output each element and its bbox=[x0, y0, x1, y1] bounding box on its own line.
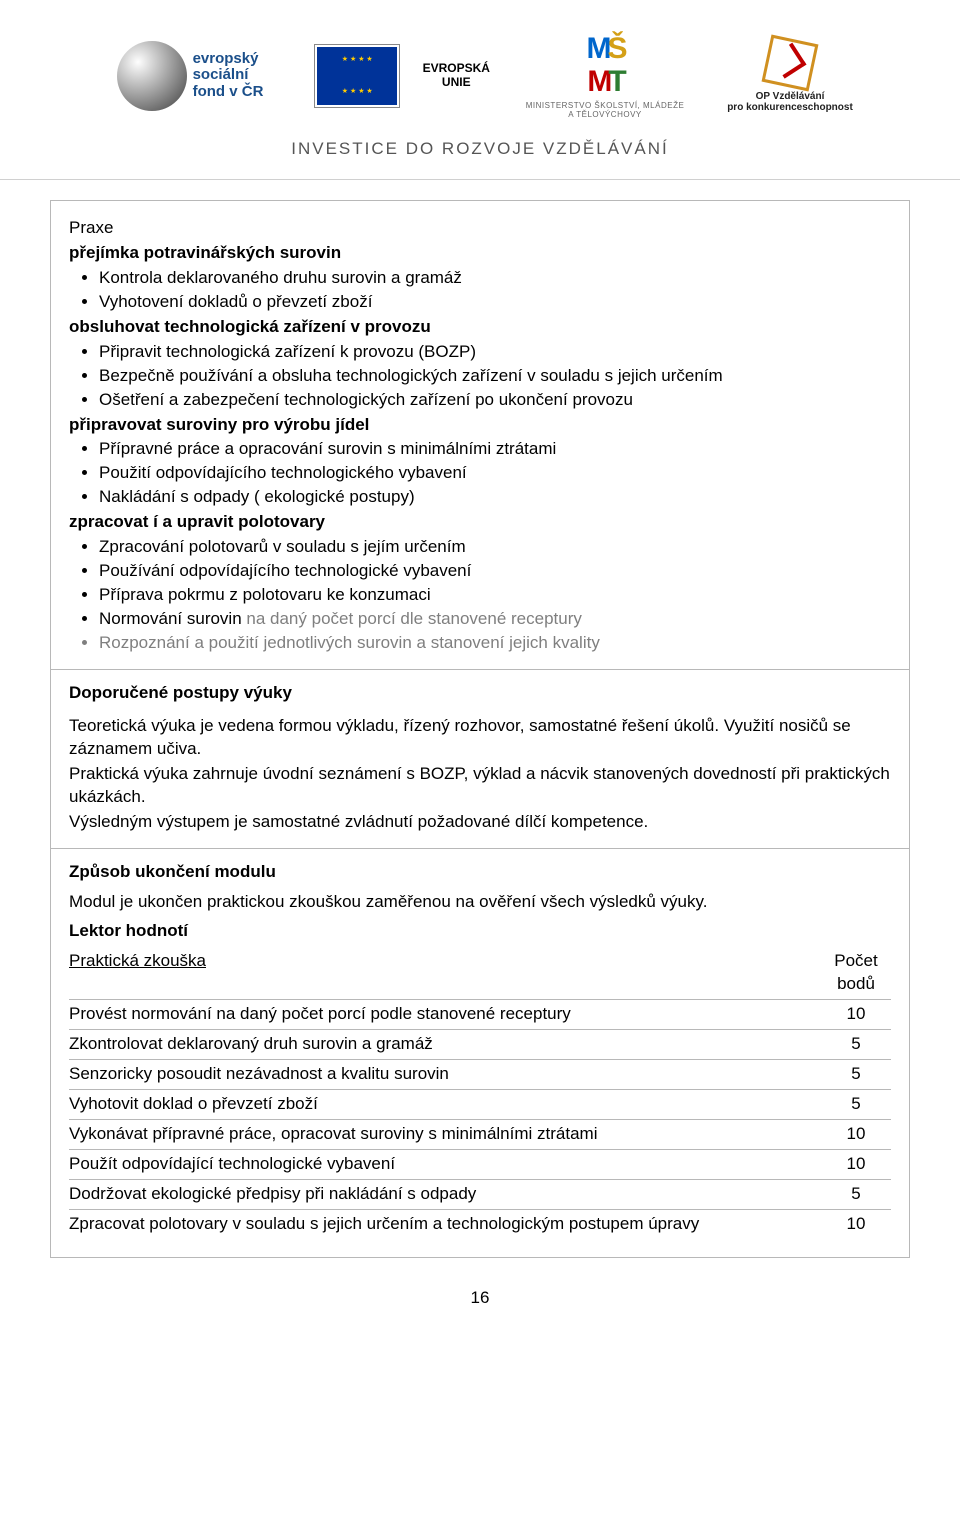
praxe-title: Praxe bbox=[69, 217, 891, 240]
list-item: Nakládání s odpady ( ekologické postupy) bbox=[99, 486, 891, 509]
sub3-list: Přípravné práce a opracování surovin s m… bbox=[69, 438, 891, 509]
opvk-logo: OP Vzdělávání pro konkurenceschopnost bbox=[705, 36, 875, 116]
divider bbox=[51, 848, 909, 849]
sub1-title: přejímka potravinářských surovin bbox=[69, 242, 891, 265]
exam-label: Praktická zkouška bbox=[69, 951, 206, 970]
list-item: Vyhotovení dokladů o převzetí zboží bbox=[99, 291, 891, 314]
sub4-list: Zpracování polotovarů v souladu s jejím … bbox=[69, 536, 891, 655]
table-row: Provést normování na daný počet porcí po… bbox=[69, 1000, 891, 1030]
criterion-text: Senzoricky posoudit nezávadnost a kvalit… bbox=[69, 1060, 821, 1090]
criterion-points: 10 bbox=[821, 1149, 891, 1179]
page-number: 16 bbox=[0, 1288, 960, 1308]
mixed-black: Normování surovin bbox=[99, 609, 246, 628]
methods-p2: Praktická výuka zahrnuje úvodní seznámen… bbox=[69, 763, 891, 809]
eu-logo: EVROPSKÁ UNIE bbox=[315, 36, 505, 116]
criterion-points: 10 bbox=[821, 1209, 891, 1238]
evaluation-table: Praktická zkouška Počet bodů Provést nor… bbox=[69, 947, 891, 1238]
divider bbox=[51, 669, 909, 670]
content-box: Praxe přejímka potravinářských surovin K… bbox=[50, 200, 910, 1258]
points-label-cell: Počet bodů bbox=[821, 947, 891, 999]
criterion-text: Použít odpovídající technologické vybave… bbox=[69, 1149, 821, 1179]
methods-p3: Výsledným výstupem je samostatné zvládnu… bbox=[69, 811, 891, 834]
mixed-grey: na daný počet porcí dle stanovené recept… bbox=[246, 609, 582, 628]
table-row: Zkontrolovat deklarovaný druh surovin a … bbox=[69, 1030, 891, 1060]
header-banner: evropskýsociálnífond v ČR EVROPSKÁ UNIE … bbox=[0, 0, 960, 180]
exam-label-cell: Praktická zkouška bbox=[69, 947, 821, 999]
list-item: Používání odpovídajícího technologické v… bbox=[99, 560, 891, 583]
list-item: Ošetření a zabezpečení technologických z… bbox=[99, 389, 891, 412]
logo-row: evropskýsociálnífond v ČR EVROPSKÁ UNIE … bbox=[85, 21, 875, 131]
sub2-list: Připravit technologická zařízení k provo… bbox=[69, 341, 891, 412]
criterion-points: 10 bbox=[821, 1119, 891, 1149]
esf-logo: evropskýsociálnífond v ČR bbox=[85, 36, 295, 116]
lecturer-label: Lektor hodnotí bbox=[69, 920, 891, 943]
methods-p1: Teoretická výuka je vedena formou výklad… bbox=[69, 715, 891, 761]
msmt-logo: MŠ MT MINISTERSTVO ŠKOLSTVÍ, MLÁDEŽE A T… bbox=[525, 36, 685, 116]
banner-tagline: INVESTICE DO ROZVOJE VZDĚLÁVÁNÍ bbox=[291, 139, 669, 159]
sub2-title: obsluhovat technologická zařízení v prov… bbox=[69, 316, 891, 339]
list-item: Příprava pokrmu z polotovaru ke konzumac… bbox=[99, 584, 891, 607]
criterion-text: Zkontrolovat deklarovaný druh surovin a … bbox=[69, 1030, 821, 1060]
list-item: Bezpečně používání a obsluha technologic… bbox=[99, 365, 891, 388]
table-row: Použít odpovídající technologické vybave… bbox=[69, 1149, 891, 1179]
criterion-points: 10 bbox=[821, 1000, 891, 1030]
page: evropskýsociálnífond v ČR EVROPSKÁ UNIE … bbox=[0, 0, 960, 1348]
table-row: Dodržovat ekologické předpisy při naklád… bbox=[69, 1179, 891, 1209]
criterion-text: Dodržovat ekologické předpisy při naklád… bbox=[69, 1179, 821, 1209]
opvk-logo-text: OP Vzdělávání pro konkurenceschopnost bbox=[727, 91, 853, 113]
list-item-mixed: Normování surovin na daný počet porcí dl… bbox=[99, 608, 891, 631]
methods-title: Doporučené postupy výuky bbox=[69, 682, 891, 705]
criterion-points: 5 bbox=[821, 1179, 891, 1209]
list-item: Zpracování polotovarů v souladu s jejím … bbox=[99, 536, 891, 559]
table-row: Vykonávat přípravné práce, opracovat sur… bbox=[69, 1119, 891, 1149]
msmt-logo-text: MINISTERSTVO ŠKOLSTVÍ, MLÁDEŽE A TĚLOVÝC… bbox=[525, 102, 685, 120]
esf-circle-icon bbox=[117, 41, 187, 111]
list-item: Použití odpovídajícího technologického v… bbox=[99, 462, 891, 485]
table-row: Vyhotovit doklad o převzetí zboží 5 bbox=[69, 1090, 891, 1120]
list-item: Připravit technologická zařízení k provo… bbox=[99, 341, 891, 364]
sub1-list: Kontrola deklarovaného druhu surovin a g… bbox=[69, 267, 891, 314]
msmt-mark-icon: MŠ MT bbox=[586, 32, 623, 98]
criterion-points: 5 bbox=[821, 1030, 891, 1060]
criterion-points: 5 bbox=[821, 1060, 891, 1090]
sub4-title: zpracovat í a upravit polotovary bbox=[69, 511, 891, 534]
esf-logo-text: evropskýsociálnífond v ČR bbox=[193, 51, 264, 101]
ending-title: Způsob ukončení modulu bbox=[69, 861, 891, 884]
table-row: Senzoricky posoudit nezávadnost a kvalit… bbox=[69, 1060, 891, 1090]
list-item: Přípravné práce a opracování surovin s m… bbox=[99, 438, 891, 461]
table-header-row: Praktická zkouška Počet bodů bbox=[69, 947, 891, 999]
criterion-text: Vykonávat přípravné práce, opracovat sur… bbox=[69, 1119, 821, 1149]
criterion-text: Zpracovat polotovary v souladu s jejich … bbox=[69, 1209, 821, 1238]
criterion-points: 5 bbox=[821, 1090, 891, 1120]
list-item-grey: Rozpoznání a použití jednotlivých surovi… bbox=[99, 632, 891, 655]
eu-logo-text: EVROPSKÁ UNIE bbox=[407, 62, 505, 88]
table-row: Zpracovat polotovary v souladu s jejich … bbox=[69, 1209, 891, 1238]
opvk-square-icon bbox=[762, 34, 819, 91]
opvk-line1: OP Vzdělávání bbox=[756, 91, 825, 102]
sub3-title: připravovat suroviny pro výrobu jídel bbox=[69, 414, 891, 437]
opvk-line2: pro konkurenceschopnost bbox=[727, 102, 853, 113]
list-item: Kontrola deklarovaného druhu surovin a g… bbox=[99, 267, 891, 290]
eu-flag-icon bbox=[315, 45, 399, 107]
criterion-text: Vyhotovit doklad o převzetí zboží bbox=[69, 1090, 821, 1120]
ending-text: Modul je ukončen praktickou zkouškou zam… bbox=[69, 891, 891, 914]
criterion-text: Provést normování na daný počet porcí po… bbox=[69, 1000, 821, 1030]
eu-stars-icon bbox=[337, 56, 377, 96]
